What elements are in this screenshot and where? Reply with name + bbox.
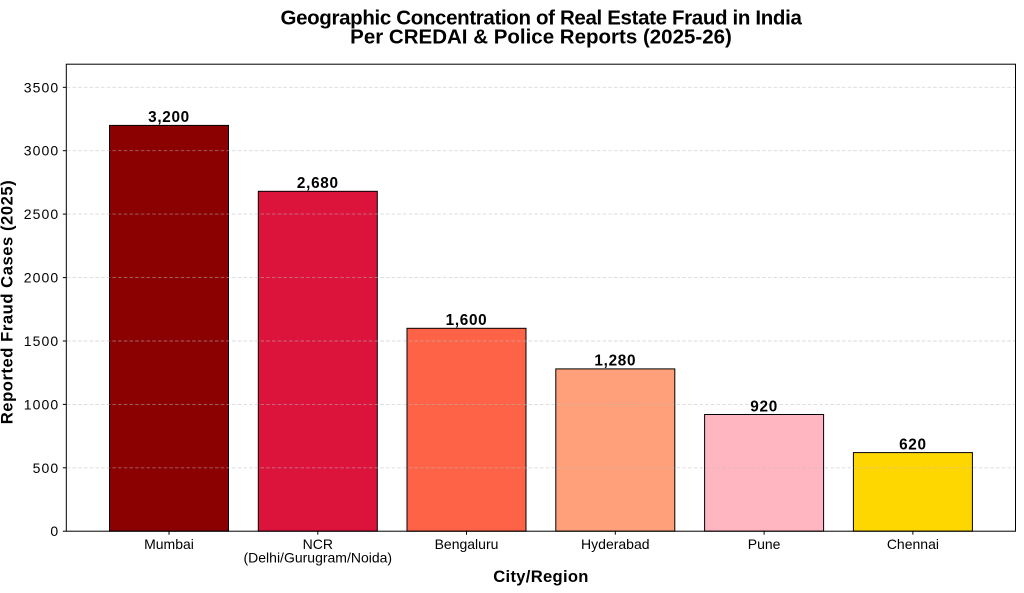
svg-text:Mumbai: Mumbai [144,536,194,552]
svg-text:620: 620 [899,436,927,453]
svg-text:1000: 1000 [24,396,60,412]
svg-text:3,200: 3,200 [148,109,190,126]
svg-text:Reported Fraud Cases (2025): Reported Fraud Cases (2025) [0,180,17,424]
svg-text:0: 0 [50,523,59,539]
svg-text:500: 500 [33,460,60,476]
svg-text:2000: 2000 [24,270,60,286]
svg-text:920: 920 [750,398,778,415]
svg-text:Hyderabad: Hyderabad [581,536,650,552]
svg-text:NCR: NCR [303,536,333,552]
svg-text:2,680: 2,680 [297,175,339,192]
svg-text:Pune: Pune [748,536,781,552]
svg-text:Per CREDAI & Police Reports (2: Per CREDAI & Police Reports (2025-26) [350,26,732,49]
svg-text:Bengaluru: Bengaluru [435,536,499,552]
svg-text:1,280: 1,280 [594,353,636,370]
svg-text:1,600: 1,600 [446,312,488,329]
svg-text:1500: 1500 [24,333,60,349]
svg-text:Chennai: Chennai [887,536,939,552]
svg-text:3500: 3500 [24,79,60,95]
svg-text:City/Region: City/Region [493,567,589,586]
svg-text:Geographic Concentration of Re: Geographic Concentration of Real Estate … [280,7,802,30]
svg-text:2500: 2500 [24,206,60,222]
svg-text:(Delhi/Gurugram/Noida): (Delhi/Gurugram/Noida) [243,549,392,565]
svg-text:3000: 3000 [24,143,60,159]
